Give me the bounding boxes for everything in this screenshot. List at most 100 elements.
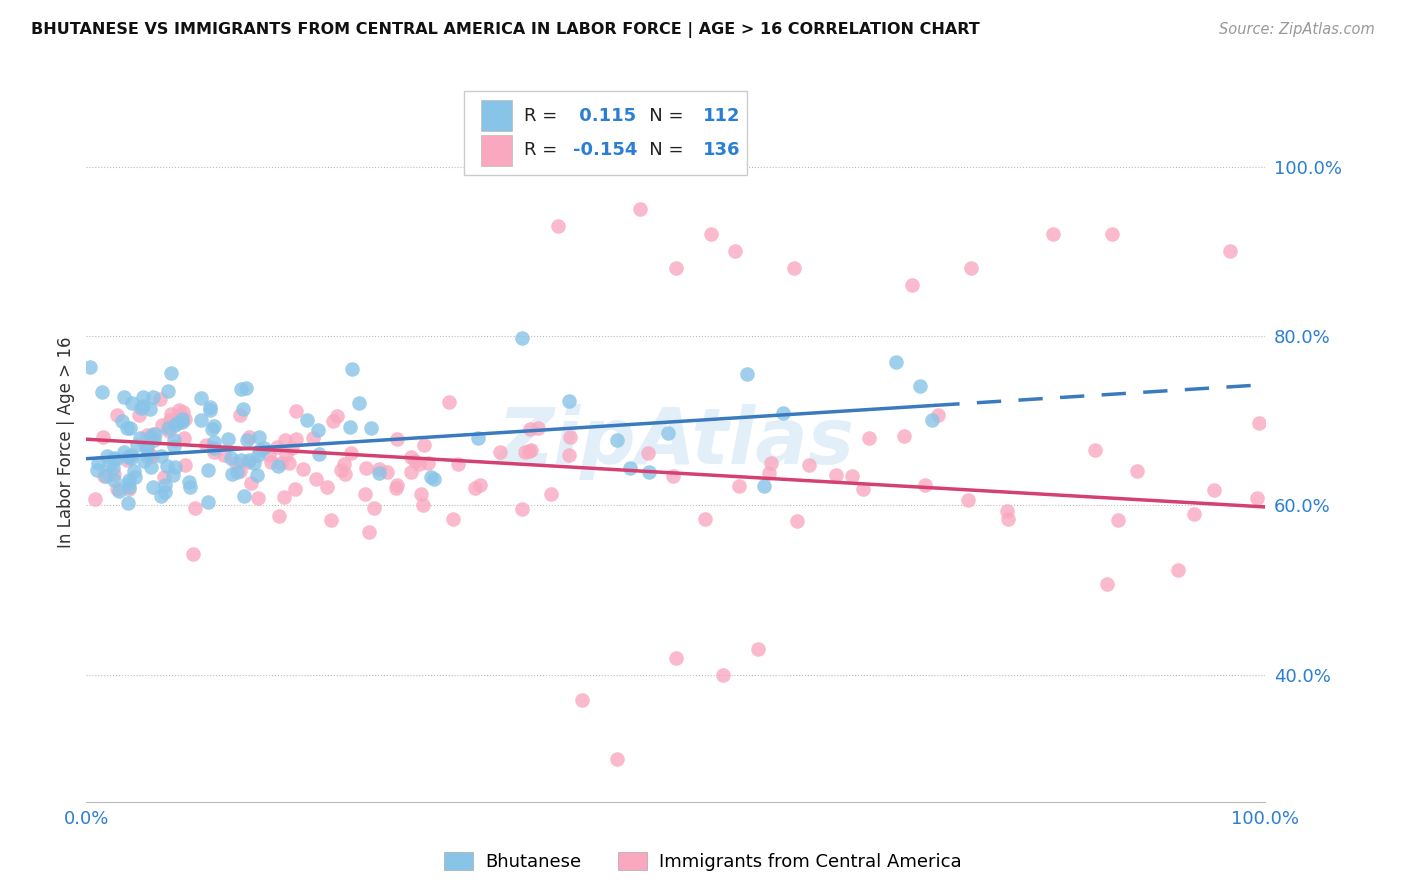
Point — [202, 444, 225, 458]
Point — [221, 451, 243, 466]
Point — [135, 428, 157, 442]
Point — [131, 390, 153, 404]
Point — [1101, 227, 1123, 242]
Point — [142, 390, 165, 404]
Point — [139, 449, 162, 463]
Point — [111, 414, 134, 428]
Point — [149, 449, 172, 463]
Point — [363, 501, 385, 516]
Text: ZipAtlas: ZipAtlas — [498, 404, 855, 480]
Point — [157, 384, 180, 399]
Point — [761, 456, 783, 470]
Point — [132, 399, 155, 413]
Text: 136: 136 — [703, 142, 741, 160]
Point — [202, 418, 225, 433]
Point — [662, 468, 685, 483]
Point — [1107, 513, 1129, 527]
Point — [105, 451, 128, 466]
Point — [202, 434, 225, 449]
Point — [96, 469, 118, 483]
Point — [121, 396, 143, 410]
Point — [160, 366, 183, 380]
Point — [385, 478, 408, 492]
Point — [249, 443, 271, 458]
Point — [184, 500, 207, 515]
Point — [165, 459, 187, 474]
Point — [266, 440, 288, 454]
Point — [921, 413, 943, 427]
Point — [197, 463, 219, 477]
Point — [259, 455, 281, 469]
Point — [305, 472, 328, 486]
Point — [200, 422, 222, 436]
Point — [368, 462, 391, 476]
Point — [464, 481, 486, 495]
Point — [858, 431, 880, 445]
Point — [412, 498, 434, 512]
Point — [143, 426, 166, 441]
Point — [1246, 491, 1268, 505]
Point — [174, 411, 197, 425]
Point — [468, 478, 491, 492]
Text: N =: N = — [633, 106, 689, 125]
Point — [169, 403, 191, 417]
Text: 112: 112 — [703, 106, 741, 125]
Point — [423, 472, 446, 486]
Point — [280, 441, 302, 455]
Point — [735, 368, 758, 382]
Point — [665, 261, 688, 276]
Point — [124, 464, 146, 478]
Point — [170, 412, 193, 426]
Point — [360, 421, 382, 435]
Point — [467, 431, 489, 445]
Point — [571, 693, 593, 707]
Point — [257, 448, 280, 462]
Point — [339, 445, 361, 459]
Point — [103, 451, 125, 466]
Point — [118, 480, 141, 494]
Point — [174, 458, 197, 472]
Point — [90, 384, 112, 399]
Point — [325, 409, 347, 424]
Point — [153, 485, 176, 500]
Point — [772, 406, 794, 420]
Point — [134, 454, 156, 468]
Point — [333, 467, 356, 482]
Point — [128, 408, 150, 422]
Text: Source: ZipAtlas.com: Source: ZipAtlas.com — [1219, 22, 1375, 37]
Point — [105, 482, 128, 496]
Point — [1125, 464, 1147, 478]
Point — [927, 409, 949, 423]
Point — [141, 450, 163, 464]
Point — [198, 403, 221, 417]
Point — [517, 443, 540, 458]
Point — [115, 421, 138, 435]
Point — [340, 361, 363, 376]
Point — [510, 501, 533, 516]
Point — [149, 488, 172, 502]
Point — [527, 421, 550, 435]
Legend: Bhutanese, Immigrants from Central America: Bhutanese, Immigrants from Central Ameri… — [437, 846, 969, 879]
Point — [238, 453, 260, 467]
Point — [558, 393, 581, 408]
Point — [163, 440, 186, 454]
Point — [489, 444, 512, 458]
Point — [1167, 563, 1189, 577]
Y-axis label: In Labor Force | Age > 16: In Labor Force | Age > 16 — [58, 336, 75, 548]
Point — [142, 481, 165, 495]
Point — [1204, 483, 1226, 497]
Point — [357, 525, 380, 540]
Point — [150, 418, 173, 433]
Point — [153, 470, 176, 484]
Point — [405, 454, 427, 468]
Point — [247, 448, 270, 462]
Point — [540, 487, 562, 501]
Point — [181, 547, 204, 561]
Point — [112, 444, 135, 458]
Point — [758, 467, 780, 481]
Point — [124, 470, 146, 484]
Point — [558, 430, 581, 444]
Point — [112, 390, 135, 404]
Point — [606, 752, 628, 766]
Text: R =: R = — [524, 142, 562, 160]
